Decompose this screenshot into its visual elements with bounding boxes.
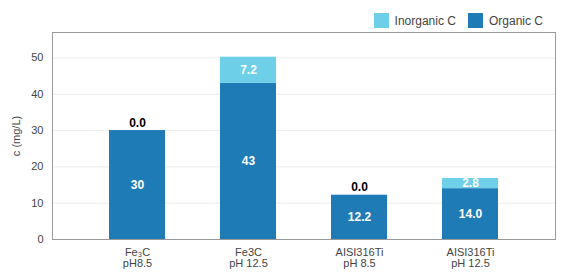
svg-text:20: 20 — [31, 160, 43, 172]
svg-text:14.0: 14.0 — [459, 207, 483, 221]
svg-text:0.0: 0.0 — [351, 180, 368, 194]
svg-text:30: 30 — [131, 178, 145, 192]
svg-text:Fe3CpH 12.5: Fe3CpH 12.5 — [229, 246, 268, 269]
svg-text:Fe₃CpH8.5: Fe₃CpH8.5 — [123, 246, 152, 269]
svg-text:10: 10 — [31, 197, 43, 209]
svg-text:0: 0 — [37, 233, 43, 245]
svg-text:7.2: 7.2 — [240, 63, 257, 77]
svg-text:AISI316TipH 8.5: AISI316TipH 8.5 — [336, 246, 384, 269]
svg-text:AISI316TipH 12.5: AISI316TipH 12.5 — [447, 246, 495, 269]
svg-text:2.8: 2.8 — [462, 176, 479, 190]
svg-text:50: 50 — [31, 51, 43, 63]
svg-text:30: 30 — [31, 124, 43, 136]
svg-text:40: 40 — [31, 88, 43, 100]
svg-text:c (mg/L): c (mg/L) — [10, 116, 22, 156]
svg-text:43: 43 — [242, 154, 256, 168]
html-text:Organic C: Organic C — [489, 13, 543, 28]
html-text:Inorganic C: Inorganic C — [394, 13, 456, 28]
svg-text:12.2: 12.2 — [348, 210, 372, 224]
svg-text:0.0: 0.0 — [129, 116, 146, 130]
